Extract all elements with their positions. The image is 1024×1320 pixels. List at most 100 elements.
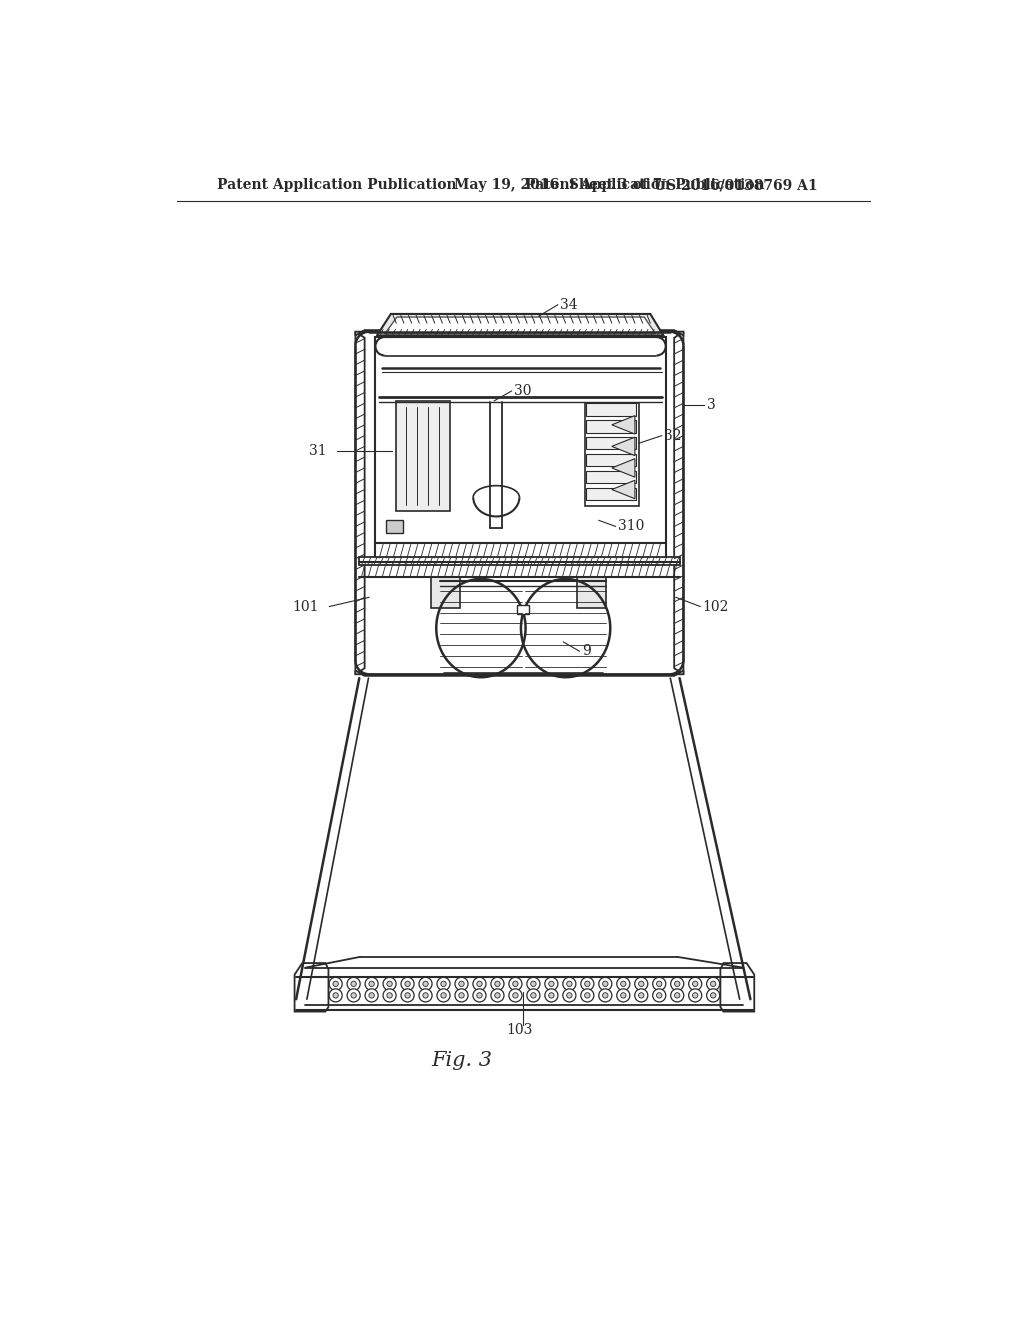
Circle shape [455,977,468,990]
Circle shape [711,981,716,986]
Bar [585,404,639,507]
Circle shape [383,977,396,990]
Polygon shape [743,968,753,1010]
Circle shape [423,993,428,998]
Polygon shape [355,331,365,675]
Circle shape [621,981,626,986]
Circle shape [675,981,680,986]
Circle shape [566,993,572,998]
Circle shape [477,981,482,986]
Circle shape [585,981,590,986]
Text: 32: 32 [665,429,682,442]
Polygon shape [611,480,635,499]
Circle shape [671,977,684,990]
Circle shape [311,977,325,990]
Polygon shape [611,416,635,434]
Bar [587,488,637,500]
Text: 30: 30 [514,384,531,397]
Circle shape [675,993,680,998]
Circle shape [549,993,554,998]
Polygon shape [611,437,635,455]
Circle shape [401,989,414,1002]
Circle shape [383,989,396,1002]
Circle shape [639,981,644,986]
Circle shape [329,989,342,1002]
Circle shape [707,989,720,1002]
Circle shape [473,989,486,1002]
Circle shape [728,993,734,998]
Circle shape [459,993,464,998]
Circle shape [369,981,375,986]
Circle shape [387,993,392,998]
Bar [386,520,403,533]
Circle shape [495,981,500,986]
Text: 34: 34 [560,298,578,312]
Circle shape [333,981,338,986]
Circle shape [329,977,342,990]
Circle shape [513,993,518,998]
Circle shape [311,989,325,1002]
Circle shape [455,989,468,1002]
Circle shape [692,981,698,986]
Circle shape [656,981,662,986]
Circle shape [563,977,575,990]
Circle shape [351,981,356,986]
Circle shape [369,993,375,998]
Circle shape [419,977,432,990]
Circle shape [581,977,594,990]
Circle shape [509,989,522,1002]
Circle shape [423,981,428,986]
Circle shape [527,989,540,1002]
Circle shape [652,989,666,1002]
Circle shape [545,977,558,990]
Circle shape [419,989,432,1002]
Circle shape [639,993,644,998]
Polygon shape [611,459,635,478]
Circle shape [315,981,321,986]
Polygon shape [295,964,329,1011]
Circle shape [490,989,504,1002]
Circle shape [347,989,360,1002]
Circle shape [315,993,321,998]
Polygon shape [385,317,655,334]
Circle shape [635,977,648,990]
Circle shape [437,977,451,990]
Text: 101: 101 [293,599,319,614]
Text: Patent Application Publication: Patent Application Publication [524,178,765,193]
Circle shape [495,993,500,998]
Text: Patent Application Publication: Patent Application Publication [217,178,457,193]
Circle shape [585,993,590,998]
Polygon shape [377,314,664,335]
Circle shape [652,977,666,990]
Circle shape [566,981,572,986]
Circle shape [530,981,537,986]
Bar [578,577,606,609]
Bar [376,337,666,544]
Circle shape [440,993,446,998]
Circle shape [581,989,594,1002]
Text: 3: 3 [707,397,716,412]
Bar [359,557,680,565]
Circle shape [711,993,716,998]
Circle shape [656,993,662,998]
Text: 102: 102 [702,599,729,614]
Circle shape [599,977,612,990]
Circle shape [401,977,414,990]
Circle shape [473,977,486,990]
Circle shape [725,989,737,1002]
Circle shape [437,989,451,1002]
Circle shape [692,993,698,998]
Bar [431,577,460,609]
Text: 310: 310 [617,520,644,533]
Circle shape [347,977,360,990]
Circle shape [351,993,356,998]
Circle shape [635,989,648,1002]
Circle shape [530,993,537,998]
Circle shape [563,989,575,1002]
Text: Fig. 3: Fig. 3 [431,1051,493,1071]
Bar [396,401,451,511]
Text: US 2016/0138769 A1: US 2016/0138769 A1 [654,178,818,193]
Circle shape [490,977,504,990]
Circle shape [616,989,630,1002]
Circle shape [527,977,540,990]
